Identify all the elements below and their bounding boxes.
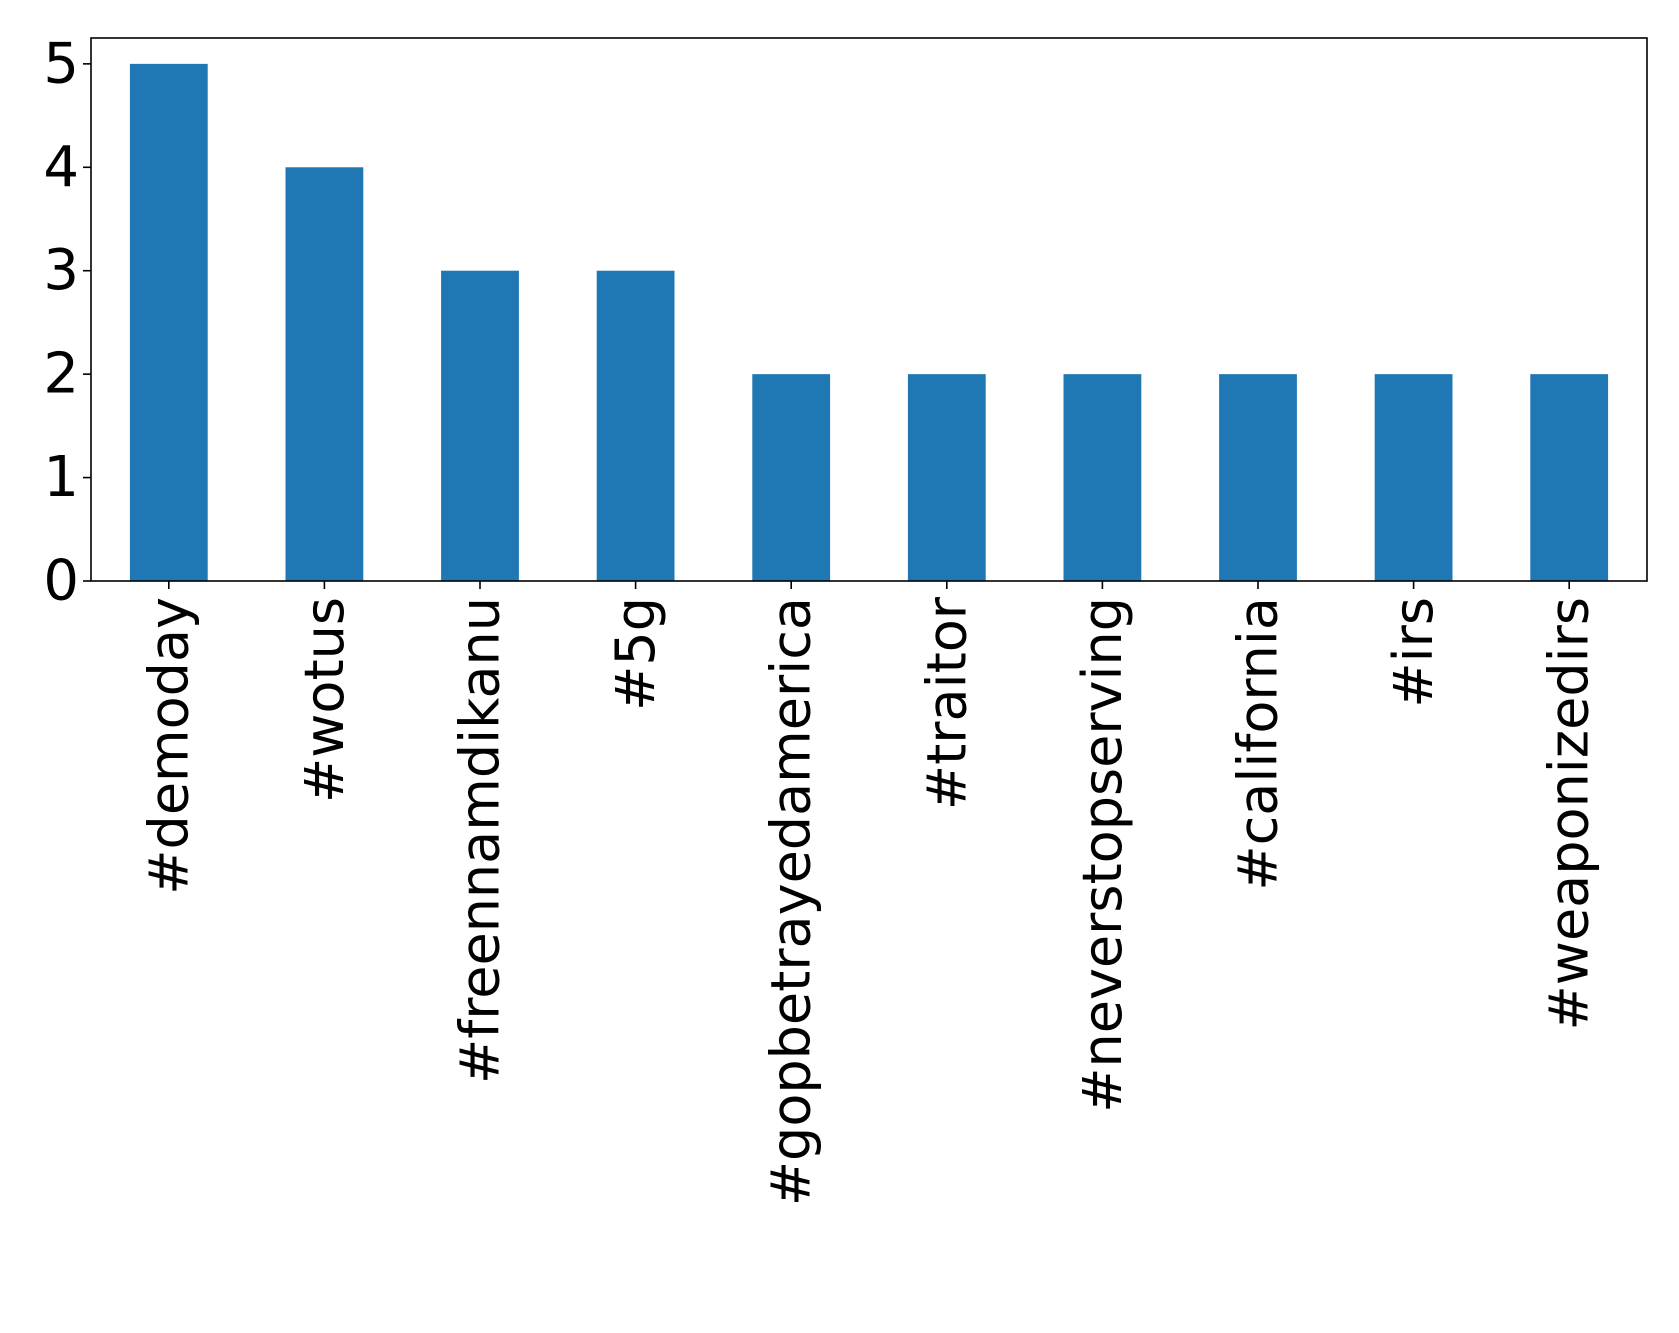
bar-freennamdikanu	[441, 270, 519, 581]
bar-demoday	[129, 63, 208, 582]
bar-wotus	[285, 167, 364, 582]
bar-traitor	[907, 374, 986, 581]
x-tick-label: #freennamdikanu	[449, 597, 512, 1084]
y-tick-label: 0	[43, 549, 79, 614]
x-tick-label: #demoday	[137, 597, 200, 895]
x-tick-label: #weaponizedirs	[1538, 597, 1601, 1030]
x-tick-label: #traitor	[915, 596, 978, 810]
bar-weaponizedirs	[1530, 374, 1609, 581]
x-tick-label: #gopbetrayedamerica	[760, 597, 823, 1206]
bar-5g	[596, 270, 675, 581]
bar-neverstopserving	[1063, 374, 1142, 581]
y-tick-label: 1	[43, 445, 79, 510]
y-tick-label: 2	[43, 342, 79, 407]
x-axis: #demoday #wotus #freennamdikanu #5g #gopbetr…	[137, 581, 1601, 1206]
bar-gopbetrayedamerica	[752, 374, 831, 581]
bars	[129, 63, 1609, 582]
x-tick-label: #irs	[1382, 597, 1445, 708]
x-tick-label: #neverstopserving	[1071, 597, 1134, 1113]
plot-frame	[90, 37, 1648, 582]
x-tick-label: #5g	[604, 597, 667, 711]
y-axis: 0 1 2 3 4 5	[43, 31, 91, 614]
bar-irs	[1374, 374, 1453, 581]
x-tick-label: #wotus	[293, 597, 356, 803]
x-tick-label: #california	[1227, 597, 1290, 891]
y-tick-label: 3	[43, 238, 79, 303]
y-tick-label: 5	[43, 31, 79, 96]
y-tick-label: 4	[43, 135, 79, 200]
bar-california	[1219, 374, 1297, 581]
